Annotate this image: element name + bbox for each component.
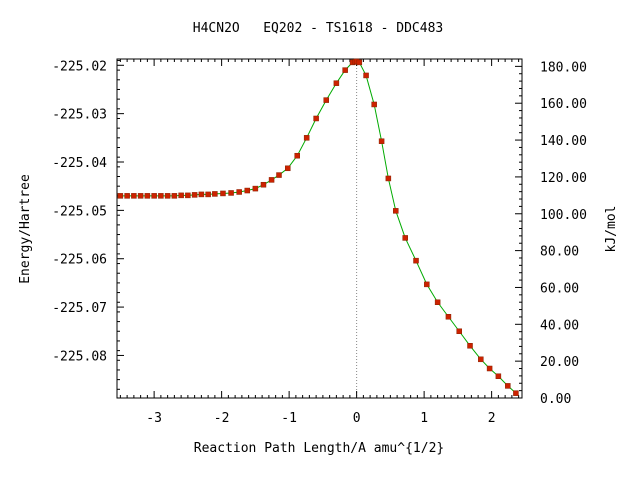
data-point <box>294 152 300 159</box>
y2-tick-label: 20.00 <box>540 355 579 370</box>
y2-tick-label: 120.00 <box>540 171 587 186</box>
data-point <box>434 299 441 305</box>
data-point <box>313 115 319 122</box>
y-tick-label: -225.07 <box>52 301 107 316</box>
plot-frame <box>116 58 523 399</box>
data-point <box>164 193 171 199</box>
x-tick-label: 2 <box>488 411 496 426</box>
y2-tick-label: 100.00 <box>540 208 587 223</box>
data-point <box>228 190 234 196</box>
data-point <box>276 172 282 178</box>
data-point <box>198 191 205 198</box>
series-line <box>120 60 517 394</box>
data-point <box>212 191 218 197</box>
data-point <box>137 193 144 199</box>
chart-title: H4CN2O EQ202 - TS1618 - DDC483 <box>193 21 443 36</box>
data-point <box>323 97 329 103</box>
data-point <box>342 67 348 73</box>
data-point <box>268 177 275 183</box>
ticks-layer: -3 -2 -1 0 1 2 -225.02 -225.03 -225.04 -225.05 -22… <box>52 58 587 426</box>
y2-tick-label: 180.00 <box>540 60 587 75</box>
y2-tick-label: 160.00 <box>540 97 587 112</box>
data-point <box>445 314 452 320</box>
y2-tick-label: 80.00 <box>540 245 579 260</box>
data-point <box>424 281 430 288</box>
data-point <box>333 80 340 86</box>
data-point <box>467 343 473 349</box>
x-tick-label: -2 <box>214 411 230 426</box>
data-point <box>151 193 157 199</box>
y2-tick-label: 40.00 <box>540 318 579 333</box>
data-point <box>371 101 377 108</box>
y2-tick-label: 60.00 <box>540 281 579 296</box>
x-tick-label: -1 <box>281 411 297 426</box>
x-axis-label: Reaction Path Length/A amu^{1/2} <box>194 441 444 456</box>
data-point <box>513 390 519 396</box>
data-point <box>191 192 198 198</box>
data-point <box>495 373 502 379</box>
x-tick-label: -3 <box>146 411 162 426</box>
y2-tick-label: 0.00 <box>540 392 571 407</box>
data-point <box>356 59 363 66</box>
data-point <box>260 181 267 188</box>
data-point <box>144 193 151 199</box>
y-axis-label: Energy/Hartree <box>18 174 33 284</box>
data-point <box>413 257 419 264</box>
data-point <box>124 193 130 199</box>
data-point <box>185 192 191 199</box>
data-point <box>220 190 226 197</box>
data-point <box>285 165 291 172</box>
y-tick-label: -225.06 <box>52 253 107 268</box>
data-point <box>378 138 385 144</box>
data-point <box>205 191 211 198</box>
series-layer <box>117 58 519 396</box>
data-point <box>158 193 164 199</box>
y-tick-label: -225.02 <box>52 59 107 74</box>
data-point <box>505 383 511 389</box>
y-tick-label: -225.03 <box>52 108 107 123</box>
data-point <box>252 185 259 192</box>
data-point <box>236 189 242 195</box>
y2-axis-label: kJ/mol <box>604 206 619 253</box>
data-point <box>178 192 184 199</box>
data-point <box>456 328 462 335</box>
y-tick-label: -225.08 <box>52 349 107 364</box>
data-point <box>478 356 484 363</box>
data-point <box>385 175 392 182</box>
y-tick-label: -225.04 <box>52 156 107 171</box>
data-point <box>486 365 493 372</box>
data-point <box>131 193 137 199</box>
y-tick-label: -225.05 <box>52 204 107 219</box>
data-point <box>244 187 251 194</box>
data-point <box>171 193 178 199</box>
data-point <box>393 208 399 214</box>
x-tick-label: 0 <box>353 411 361 426</box>
data-point <box>363 72 369 79</box>
y2-tick-label: 140.00 <box>540 134 587 149</box>
data-point <box>117 193 124 199</box>
x-tick-label: 1 <box>420 411 428 426</box>
data-point <box>303 135 310 141</box>
data-point <box>402 235 408 241</box>
